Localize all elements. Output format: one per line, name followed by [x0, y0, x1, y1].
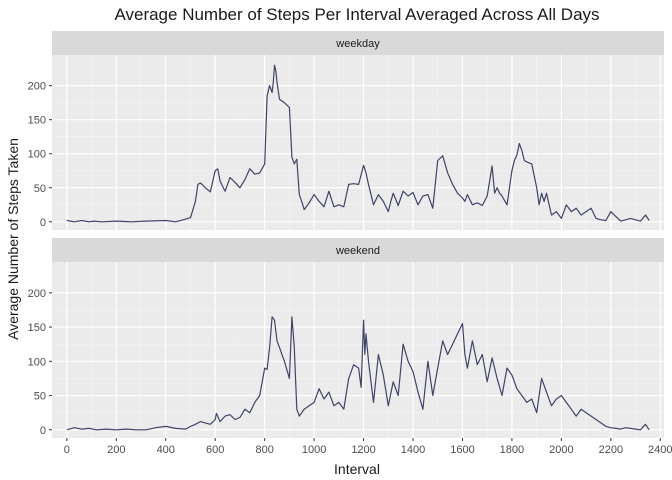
x-axis-title: Interval — [334, 461, 380, 477]
x-tick-label: 2200 — [599, 444, 623, 456]
y-tick-label: 50 — [34, 183, 46, 195]
x-tick-label: 2000 — [549, 444, 573, 456]
y-tick-label: 0 — [40, 217, 46, 229]
y-tick-label: 50 — [34, 391, 46, 403]
x-tick-label: 1400 — [401, 444, 425, 456]
y-tick-label: 100 — [28, 149, 46, 161]
facet-panels: weekday 0 50 100 150 200 weekend 0 50 100 150 200 — [28, 31, 664, 438]
y-tick-label: 200 — [28, 81, 46, 93]
x-axis: 0 200 400 600 800 1000 1200 1400 1600 1800 2000 220… — [64, 438, 672, 456]
y-axis-title: Average Number of Steps Taken — [5, 138, 21, 340]
x-tick-label: 400 — [157, 444, 175, 456]
x-tick-label: 200 — [107, 444, 125, 456]
y-tick-label: 200 — [28, 288, 46, 300]
facet-strip-label: weekend — [335, 245, 380, 257]
y-tick-label: 100 — [28, 356, 46, 368]
facet-strip — [52, 31, 664, 55]
x-tick-label: 600 — [206, 444, 224, 456]
x-tick-label: 2400 — [648, 444, 672, 456]
panel-background — [52, 262, 664, 438]
x-tick-label: 1600 — [450, 444, 474, 456]
x-tick-label: 800 — [255, 444, 273, 456]
series-line-weekend — [66, 316, 650, 431]
chart-title: Average Number of Steps Per Interval Ave… — [114, 5, 599, 24]
y-tick-label: 150 — [28, 322, 46, 334]
panel-background — [52, 55, 664, 230]
x-tick-label: 0 — [64, 444, 70, 456]
x-tick-label: 1200 — [351, 444, 375, 456]
y-tick-label: 150 — [28, 115, 46, 127]
facet-strip-label: weekday — [335, 38, 380, 50]
panel-weekday: weekday 0 50 100 150 200 — [28, 31, 664, 230]
panel-weekend: weekend 0 50 100 150 200 — [28, 238, 664, 438]
facet-strip — [52, 238, 664, 262]
x-tick-label: 1000 — [302, 444, 326, 456]
series-line-weekday — [66, 64, 650, 223]
y-tick-label: 0 — [40, 425, 46, 437]
x-tick-label: 1800 — [500, 444, 524, 456]
